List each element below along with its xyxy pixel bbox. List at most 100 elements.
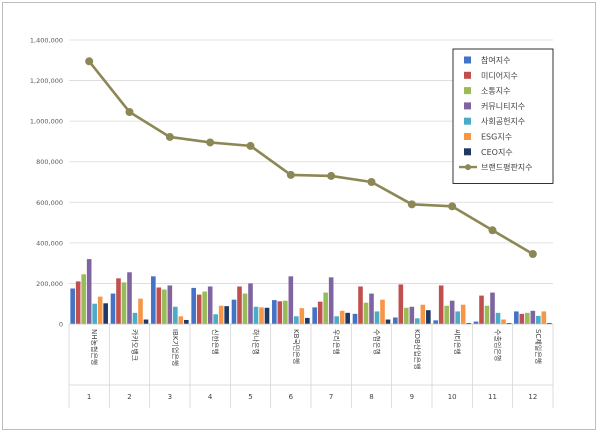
- x-tick-label: 하나은행: [252, 329, 261, 355]
- x-tick-label: KB국민은행: [292, 329, 301, 364]
- bar: [196, 294, 202, 324]
- bar: [345, 312, 350, 324]
- x-index-label: 11: [488, 393, 497, 401]
- bar: [466, 322, 471, 324]
- bar: [75, 281, 81, 324]
- x-tick-label: KDB산업은행: [413, 329, 422, 370]
- x-tick-label: 수출입은행: [494, 329, 503, 361]
- bar: [541, 311, 547, 324]
- x-tick-label: NH농협은행: [90, 329, 99, 365]
- y-tick-label: 0: [59, 321, 63, 329]
- axes: 0 200,000 400,000 600,000 800,000 1,000,000 1,…: [30, 37, 554, 408]
- x-index-label: 10: [448, 393, 457, 401]
- bar: [433, 320, 438, 324]
- bar-group: [352, 286, 391, 324]
- line-point: [286, 170, 295, 179]
- x-index-label: 3: [168, 393, 172, 401]
- bar: [519, 313, 525, 324]
- legend-swatch: [464, 117, 471, 125]
- line-point: [85, 57, 94, 66]
- bar-group: [151, 276, 189, 324]
- bar: [207, 286, 213, 324]
- bar: [272, 300, 277, 324]
- bar: [426, 310, 431, 324]
- bar-group: [70, 259, 108, 324]
- bar: [363, 302, 369, 324]
- bar: [277, 301, 283, 324]
- legend-swatch: [464, 71, 471, 79]
- bars: [70, 259, 552, 324]
- bar: [317, 301, 323, 324]
- bar: [420, 304, 426, 324]
- bar: [449, 300, 455, 324]
- bar-group: [191, 286, 229, 324]
- x-index-label: 8: [369, 393, 373, 401]
- bar: [501, 319, 506, 324]
- bar: [253, 306, 259, 324]
- bar: [547, 322, 552, 324]
- bar: [81, 274, 86, 324]
- bar: [506, 322, 512, 324]
- legend-item: 참여지수: [464, 55, 510, 65]
- bar: [334, 316, 339, 324]
- bar: [178, 316, 184, 324]
- bar: [525, 312, 530, 324]
- bar: [393, 317, 398, 324]
- bar-group: [393, 284, 431, 324]
- bar-group: [231, 283, 270, 324]
- bar: [339, 310, 345, 324]
- bar: [92, 303, 97, 324]
- bar: [121, 282, 127, 324]
- brand-index-line: [85, 57, 537, 259]
- bar: [162, 289, 167, 324]
- bar-group: [473, 292, 512, 324]
- y-tick-label: 400,000: [36, 239, 63, 247]
- bar: [455, 311, 460, 324]
- bar-group: [312, 277, 350, 324]
- x-tick-label: 씨티은행: [453, 329, 462, 355]
- legend-label: 커뮤니티지수: [481, 101, 525, 111]
- bar: [479, 295, 484, 324]
- bar: [484, 305, 490, 324]
- legend-label: 사회공헌지수: [481, 117, 525, 126]
- bar-group: [272, 276, 310, 324]
- legend-item: 커뮤니티지수: [464, 101, 525, 111]
- bar: [369, 293, 374, 324]
- bar: [86, 259, 92, 324]
- series-line: [88, 60, 534, 256]
- chart-svg: 0 200,000 400,000 600,000 800,000 1,000,000 1,…: [30, 37, 554, 408]
- x-index-label: 1: [87, 393, 91, 401]
- bar: [184, 319, 189, 324]
- bar: [438, 285, 444, 324]
- bar: [358, 286, 363, 324]
- line-point: [488, 226, 497, 235]
- legend-swatch: [464, 56, 471, 64]
- bar: [490, 292, 495, 324]
- line-point: [448, 202, 457, 211]
- y-tick-label: 600,000: [36, 199, 63, 207]
- legend-swatch: [464, 102, 471, 110]
- bar: [167, 285, 173, 324]
- bar: [213, 314, 218, 324]
- x-tick-label: 카카오뱅크: [131, 329, 140, 362]
- bar: [288, 276, 294, 324]
- bar: [398, 284, 404, 324]
- line-point: [528, 250, 537, 259]
- legend-item: CEO지수: [464, 148, 513, 157]
- bar: [294, 316, 299, 324]
- bar: [312, 307, 317, 324]
- x-tick-label: 신한은행: [211, 329, 220, 355]
- bar: [103, 303, 108, 324]
- bar: [151, 276, 156, 324]
- x-index-label: 7: [329, 393, 333, 401]
- y-tick-label: 200,000: [36, 280, 63, 288]
- legend-item: 브랜드평판지수: [459, 162, 533, 172]
- line-point: [125, 108, 134, 117]
- x-tick-label: SC제일은행: [534, 329, 543, 364]
- legend-box: [452, 48, 554, 184]
- bar: [385, 319, 391, 324]
- bar: [231, 299, 237, 324]
- bar: [264, 307, 270, 324]
- bar: [173, 306, 178, 324]
- legend-item: 미디어지수: [464, 70, 518, 80]
